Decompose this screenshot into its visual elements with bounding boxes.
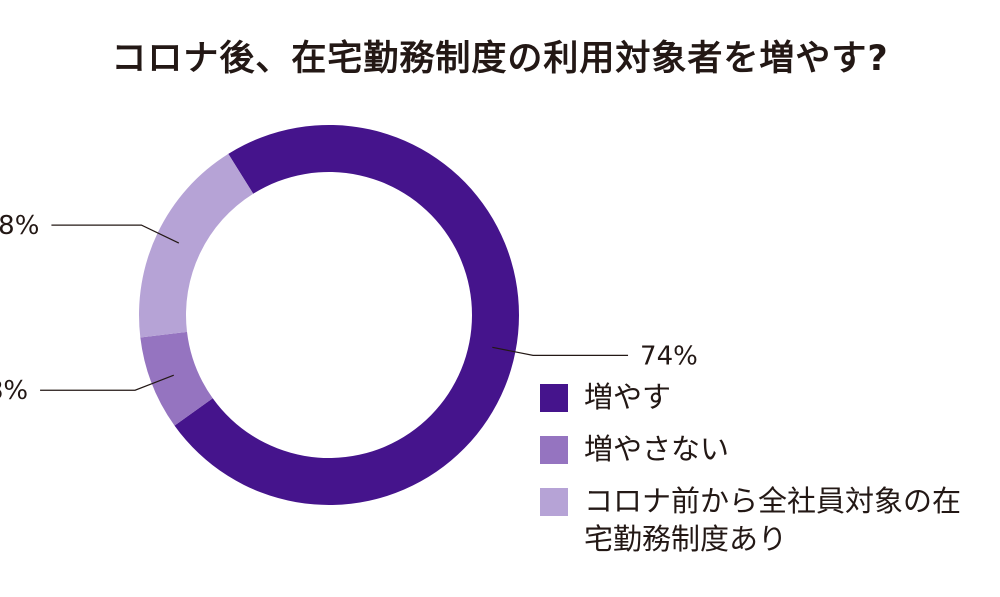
donut-slice-already-all <box>138 153 254 338</box>
legend: 増やす 増やさない コロナ前から全社員対象の在宅勤務制度あり <box>540 378 980 572</box>
legend-label-already-all: コロナ前から全社員対象の在宅勤務制度あり <box>584 484 962 556</box>
legend-swatch-increase <box>540 384 568 412</box>
data-label-not-increase: 8% <box>0 376 28 406</box>
legend-swatch-already-all <box>540 488 568 516</box>
data-label-already-all: 18% <box>0 211 39 241</box>
legend-item-not-increase: 増やさない <box>540 430 980 468</box>
leader-line-already-all <box>51 224 180 244</box>
legend-label-increase: 増やす <box>584 380 672 414</box>
donut-slices <box>138 125 519 505</box>
legend-item-already-all: コロナ前から全社員対象の在宅勤務制度あり <box>540 482 980 558</box>
leader-lines <box>40 224 629 391</box>
legend-swatch-not-increase <box>540 436 568 464</box>
leader-line-not-increase <box>40 374 174 391</box>
leader-line-increase <box>492 346 629 357</box>
data-labels: 74% 8% 18% <box>0 211 698 406</box>
legend-item-increase: 増やす <box>540 378 980 416</box>
chart-title: コロナ後、在宅勤務制度の利用対象者を増やす? <box>111 39 889 79</box>
data-label-increase: 74% <box>640 341 698 371</box>
donut-slice-not-increase <box>140 331 213 426</box>
legend-label-not-increase: 増やさない <box>584 432 730 466</box>
